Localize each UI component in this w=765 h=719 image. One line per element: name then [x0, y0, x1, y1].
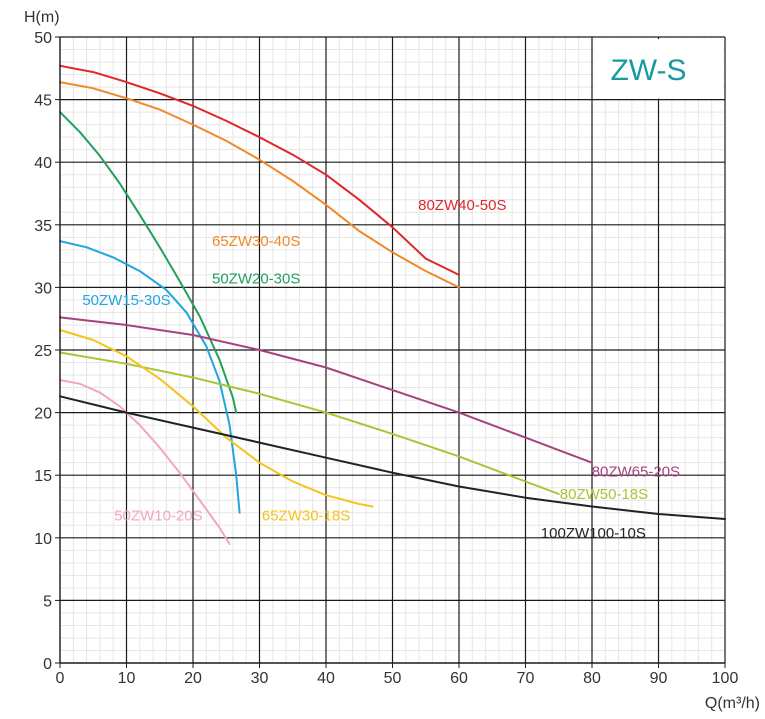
y-tick-label: 15	[34, 468, 52, 485]
x-tick-label: 30	[251, 670, 269, 687]
series-line-50zw10-20s	[59, 379, 231, 546]
series-labels: 80ZW40-50S 65ZW30-40S 50ZW20-30S 50ZW15-30S…	[82, 197, 680, 542]
series-line-100zw100-10s	[59, 395, 726, 520]
x-tick-label: 70	[517, 670, 535, 687]
series-line-80zw40-50s	[59, 64, 460, 276]
y-tick-label: 10	[34, 531, 52, 548]
series-line-65zw30-18s	[59, 329, 374, 508]
series-line-80zw65-20s	[59, 316, 593, 464]
y-tick-label: 5	[43, 593, 52, 610]
series-label-80zw50-18s: 80ZW50-18S	[560, 486, 648, 503]
title-background	[594, 39, 723, 99]
series-label-65zw30-40s: 65ZW30-40S	[212, 233, 300, 250]
x-tick-label: 90	[650, 670, 668, 687]
series-line-50zw20-30s	[59, 111, 238, 414]
y-tick-label: 25	[34, 343, 52, 360]
chart-title: ZW-S	[610, 54, 686, 87]
x-tick-label: 10	[118, 670, 136, 687]
y-axis-label: H(m)	[24, 9, 60, 26]
series-lines	[59, 64, 726, 546]
x-tick-label: 100	[712, 670, 739, 687]
series-label-100zw100-10s: 100ZW100-10S	[541, 525, 646, 542]
x-tick-label: 20	[184, 670, 202, 687]
series-label-50zw15-30s: 50ZW15-30S	[82, 292, 170, 309]
series-label-80zw40-50s: 80ZW40-50S	[418, 197, 506, 214]
x-axis-label: Q(m³/h)	[705, 695, 760, 712]
series-label-50zw20-30s: 50ZW20-30S	[212, 271, 300, 288]
series-label-80zw65-20s: 80ZW65-20S	[592, 463, 680, 480]
series-label-65zw30-18s: 65ZW30-18S	[262, 507, 350, 524]
x-tick-label: 40	[317, 670, 335, 687]
y-tick-label: 0	[43, 656, 52, 673]
x-tick-labels: 0 10 20 30 40 50 60 70 80 90 100	[56, 663, 739, 687]
y-tick-label: 35	[34, 218, 52, 235]
series-label-50zw10-20s: 50ZW10-20S	[114, 507, 202, 524]
series-line-65zw30-40s	[59, 81, 460, 289]
y-tick-label: 40	[34, 155, 52, 172]
y-tick-label: 45	[34, 93, 52, 110]
y-tick-label: 20	[34, 406, 52, 423]
title-box: ZW-S	[594, 39, 723, 99]
x-tick-label: 80	[583, 670, 601, 687]
y-tick-labels: 0 5 10 15 20 25 30 35 40 45 50	[34, 30, 60, 673]
x-tick-label: 0	[56, 670, 65, 687]
y-tick-label: 30	[34, 280, 52, 297]
x-tick-label: 50	[384, 670, 402, 687]
y-tick-label: 50	[34, 30, 52, 47]
x-tick-label: 60	[450, 670, 468, 687]
series-line-80zw50-18s	[59, 351, 560, 495]
major-grid	[60, 36, 726, 663]
